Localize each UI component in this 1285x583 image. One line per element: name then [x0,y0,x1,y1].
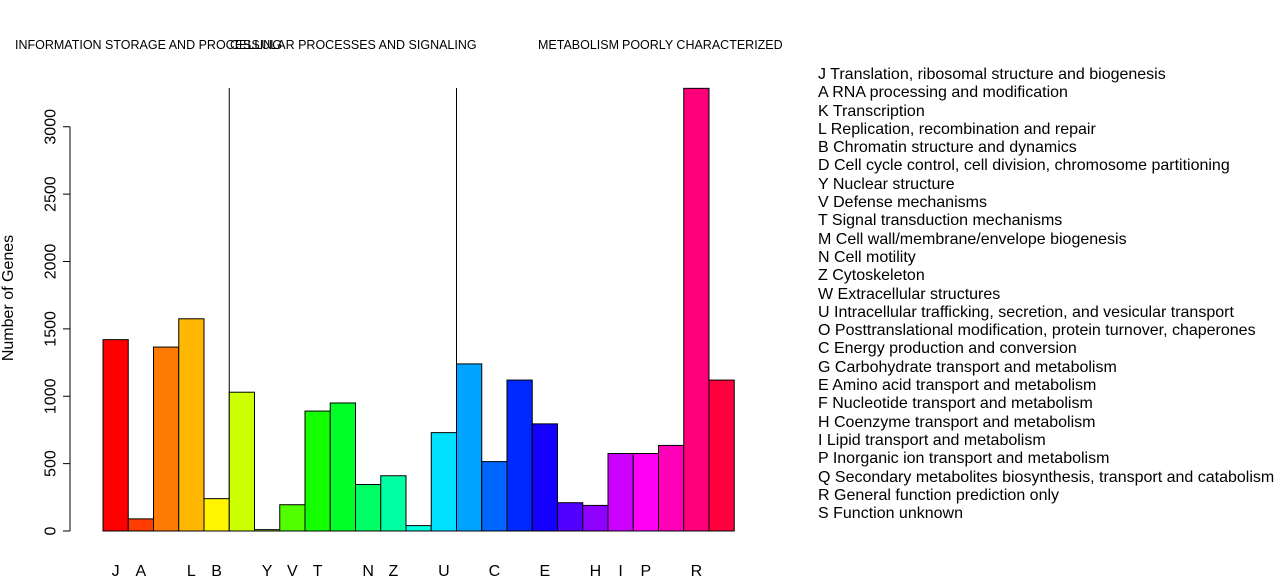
x-tick-label-L: L [187,563,196,580]
bar-Q [658,444,685,532]
y-tick-label: 2500 [43,176,60,212]
y-axis-title: Number of Genes [0,235,17,361]
y-tick-label: 2000 [43,244,60,280]
bar-G [506,379,533,532]
legend-item-T: T Signal transduction mechanisms [818,212,1063,230]
group-label-4: POORLY CHARACTERIZED [622,38,783,52]
bar-B [203,498,230,532]
x-tick-label-E: E [540,563,551,580]
legend-item-N: N Cell motility [818,248,916,266]
x-tick-label-Y: Y [262,563,273,580]
x-tick-label-N: N [362,563,374,580]
x-tick-label-A: A [136,563,147,580]
group-label-1: INFORMATION STORAGE AND PROCESSING [15,38,282,52]
legend-item-E: E Amino acid transport and metabolism [818,377,1097,395]
bar-Y [254,529,281,532]
y-tick-label: 1000 [43,378,60,414]
legend-item-R: R General function prediction only [818,486,1060,504]
legend-item-J: J Translation, ribosomal structure and b… [818,66,1166,83]
x-tick-label-H: H [590,563,602,580]
bar-I [607,453,634,532]
bar-C [481,461,508,532]
bar-D [228,391,255,532]
bar-P [632,453,659,532]
legend-item-D: D Cell cycle control, cell division, chr… [818,157,1230,175]
x-tick-label-T: T [313,563,323,580]
bar-Z [380,475,407,532]
legend-item-F: F Nucleotide transport and metabolism [818,395,1093,413]
bar-U [430,432,457,532]
bar-S [708,379,735,532]
y-tick-label: 1500 [43,311,60,347]
bar-N [355,484,382,532]
legend-item-O: O Posttranslational modification, protei… [818,322,1256,340]
bar-T [304,410,331,532]
bar-M [329,402,356,532]
legend-item-A: A RNA processing and modification [818,84,1068,102]
bar-E [531,423,558,532]
x-tick-label-V: V [287,563,298,580]
x-tick-label-J: J [112,563,120,580]
chart-svg: INFORMATION STORAGE AND PROCESSINGCELLUL… [0,38,783,580]
legend-item-B: B Chromatin structure and dynamics [818,139,1077,157]
group-label-2: CELLULAR PROCESSES AND SIGNALING [230,38,477,52]
legend-item-P: P Inorganic ion transport and metabolism [818,450,1110,468]
x-tick-label-C: C [489,563,501,580]
legend-item-H: H Coenzyme transport and metabolism [818,413,1096,431]
legend-item-Q: Q Secondary metabolites biosynthesis, tr… [818,468,1275,486]
group-label-3: METABOLISM [538,38,619,52]
y-tick-label: 3000 [43,109,60,145]
legend-item-W: W Extracellular structures [818,285,1001,303]
bar-V [279,504,306,532]
x-tick-label-R: R [691,563,703,580]
legend-item-Z: Z Cytoskeleton [818,267,925,285]
legend-item-C: C Energy production and conversion [818,340,1077,358]
y-tick-label: 500 [43,450,60,477]
legend-item-Y: Y Nuclear structure [818,175,955,193]
bar-K [153,346,180,532]
x-tick-label-Z: Z [388,563,398,580]
x-tick-label-P: P [641,563,652,580]
legend-item-V: V Defense mechanisms [818,194,987,212]
bar-J [102,339,129,532]
legend-item-K: K Transcription [818,102,925,120]
legend-item-S: S Function unknown [818,505,963,523]
legend-item-G: G Carbohydrate transport and metabolism [818,358,1117,376]
x-tick-label-B: B [211,563,222,580]
x-tick-label-U: U [438,563,450,580]
bar-W [405,525,432,532]
y-tick-label: 0 [43,526,60,535]
legend-item-L: L Replication, recombination and repair [818,120,1096,138]
bar-H [582,504,609,532]
x-tick-label-I: I [618,563,622,580]
legend-item-M: M Cell wall/membrane/envelope biogenesis [818,230,1127,248]
bar-A [127,518,154,532]
bar-O [456,363,483,532]
legend-item-U: U Intracellular trafficking, secretion, … [818,303,1234,321]
legend-item-I: I Lipid transport and metabolism [818,431,1046,449]
bar-F [557,502,584,532]
legend: J Translation, ribosomal structure and b… [818,66,1285,523]
bar-R [683,87,710,532]
bar-L [178,318,205,532]
